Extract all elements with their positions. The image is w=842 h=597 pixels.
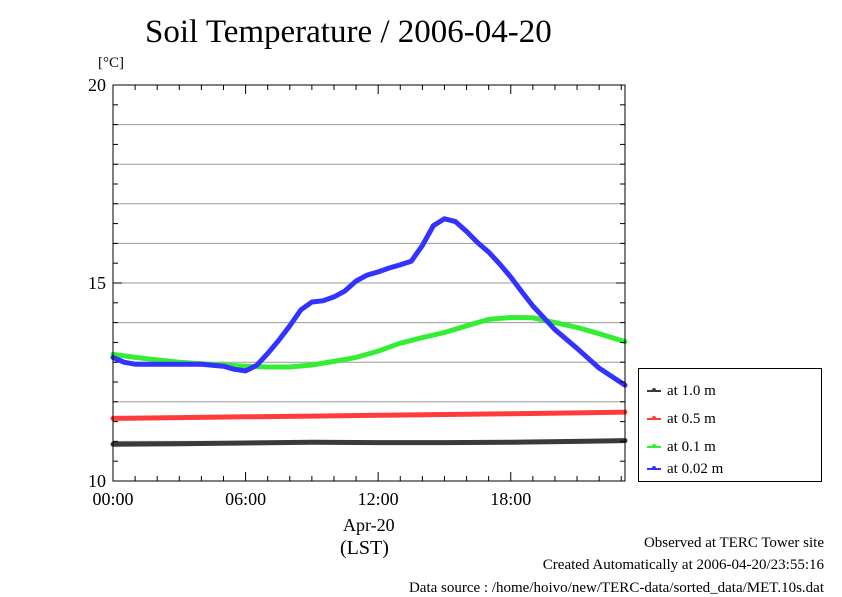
- x-tick-label: 12:00: [358, 489, 399, 509]
- series-layer: [110, 216, 628, 447]
- footer-observed-at: Observed at TERC Tower site: [643, 535, 824, 551]
- x-tick-label: 06:00: [225, 489, 266, 509]
- legend-label-05m: at 0.5 m: [667, 410, 716, 427]
- page-title: Soil Temperature / 2006-04-20: [145, 14, 552, 50]
- legend-item-002m: at 0.02 m: [647, 459, 723, 479]
- x-tick-label: 00:00: [92, 489, 133, 509]
- legend-label-01m: at 0.1 m: [667, 438, 716, 455]
- y-tick-label: 15: [88, 273, 106, 293]
- x-tick-label: 18:00: [490, 489, 531, 509]
- legend-swatch-05m: [647, 416, 661, 420]
- x-axis-timezone-label: (LST): [340, 537, 389, 559]
- y-tick-label: 10: [88, 471, 106, 491]
- footer-data-source: Data source : /home/hoivo/new/TERC-data/…: [408, 580, 824, 596]
- grid-layer: [113, 124, 625, 442]
- legend-label-002m: at 0.02 m: [667, 460, 724, 477]
- legend-swatch-01m: [647, 444, 661, 448]
- x-axis-date-label: Apr-20: [343, 515, 395, 535]
- legend-swatch-002m: [647, 466, 661, 470]
- legend-swatch-1m: [647, 388, 661, 392]
- tick-layer: 00:00 06:00 12:00 18:00 10 15 20: [88, 75, 625, 509]
- legend-label-1m: at 1.0 m: [667, 382, 716, 399]
- y-axis-unit-label: [°C]: [98, 55, 124, 71]
- legend-item-01m: at 0.1 m: [647, 437, 716, 457]
- series-line-1: [110, 409, 628, 421]
- legend-item-05m: at 0.5 m: [647, 409, 716, 429]
- legend-item-1m: at 1.0 m: [647, 381, 716, 401]
- chart-legend: at 1.0 m at 0.5 m at 0.1 m at 0.02 m: [638, 368, 822, 482]
- series-line-3: [110, 216, 628, 388]
- series-line-0: [110, 438, 628, 447]
- y-tick-label: 20: [88, 75, 106, 95]
- footer-created-at: Created Automatically at 2006-04-20/23:5…: [542, 557, 824, 573]
